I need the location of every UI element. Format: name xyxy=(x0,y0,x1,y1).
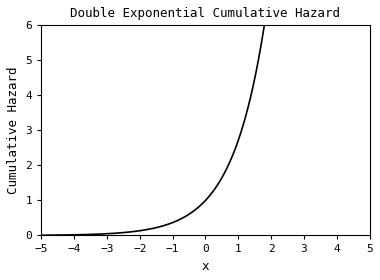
X-axis label: x: x xyxy=(202,260,209,273)
Y-axis label: Cumulative Hazard: Cumulative Hazard xyxy=(7,67,20,194)
Title: Double Exponential Cumulative Hazard: Double Exponential Cumulative Hazard xyxy=(70,7,340,20)
